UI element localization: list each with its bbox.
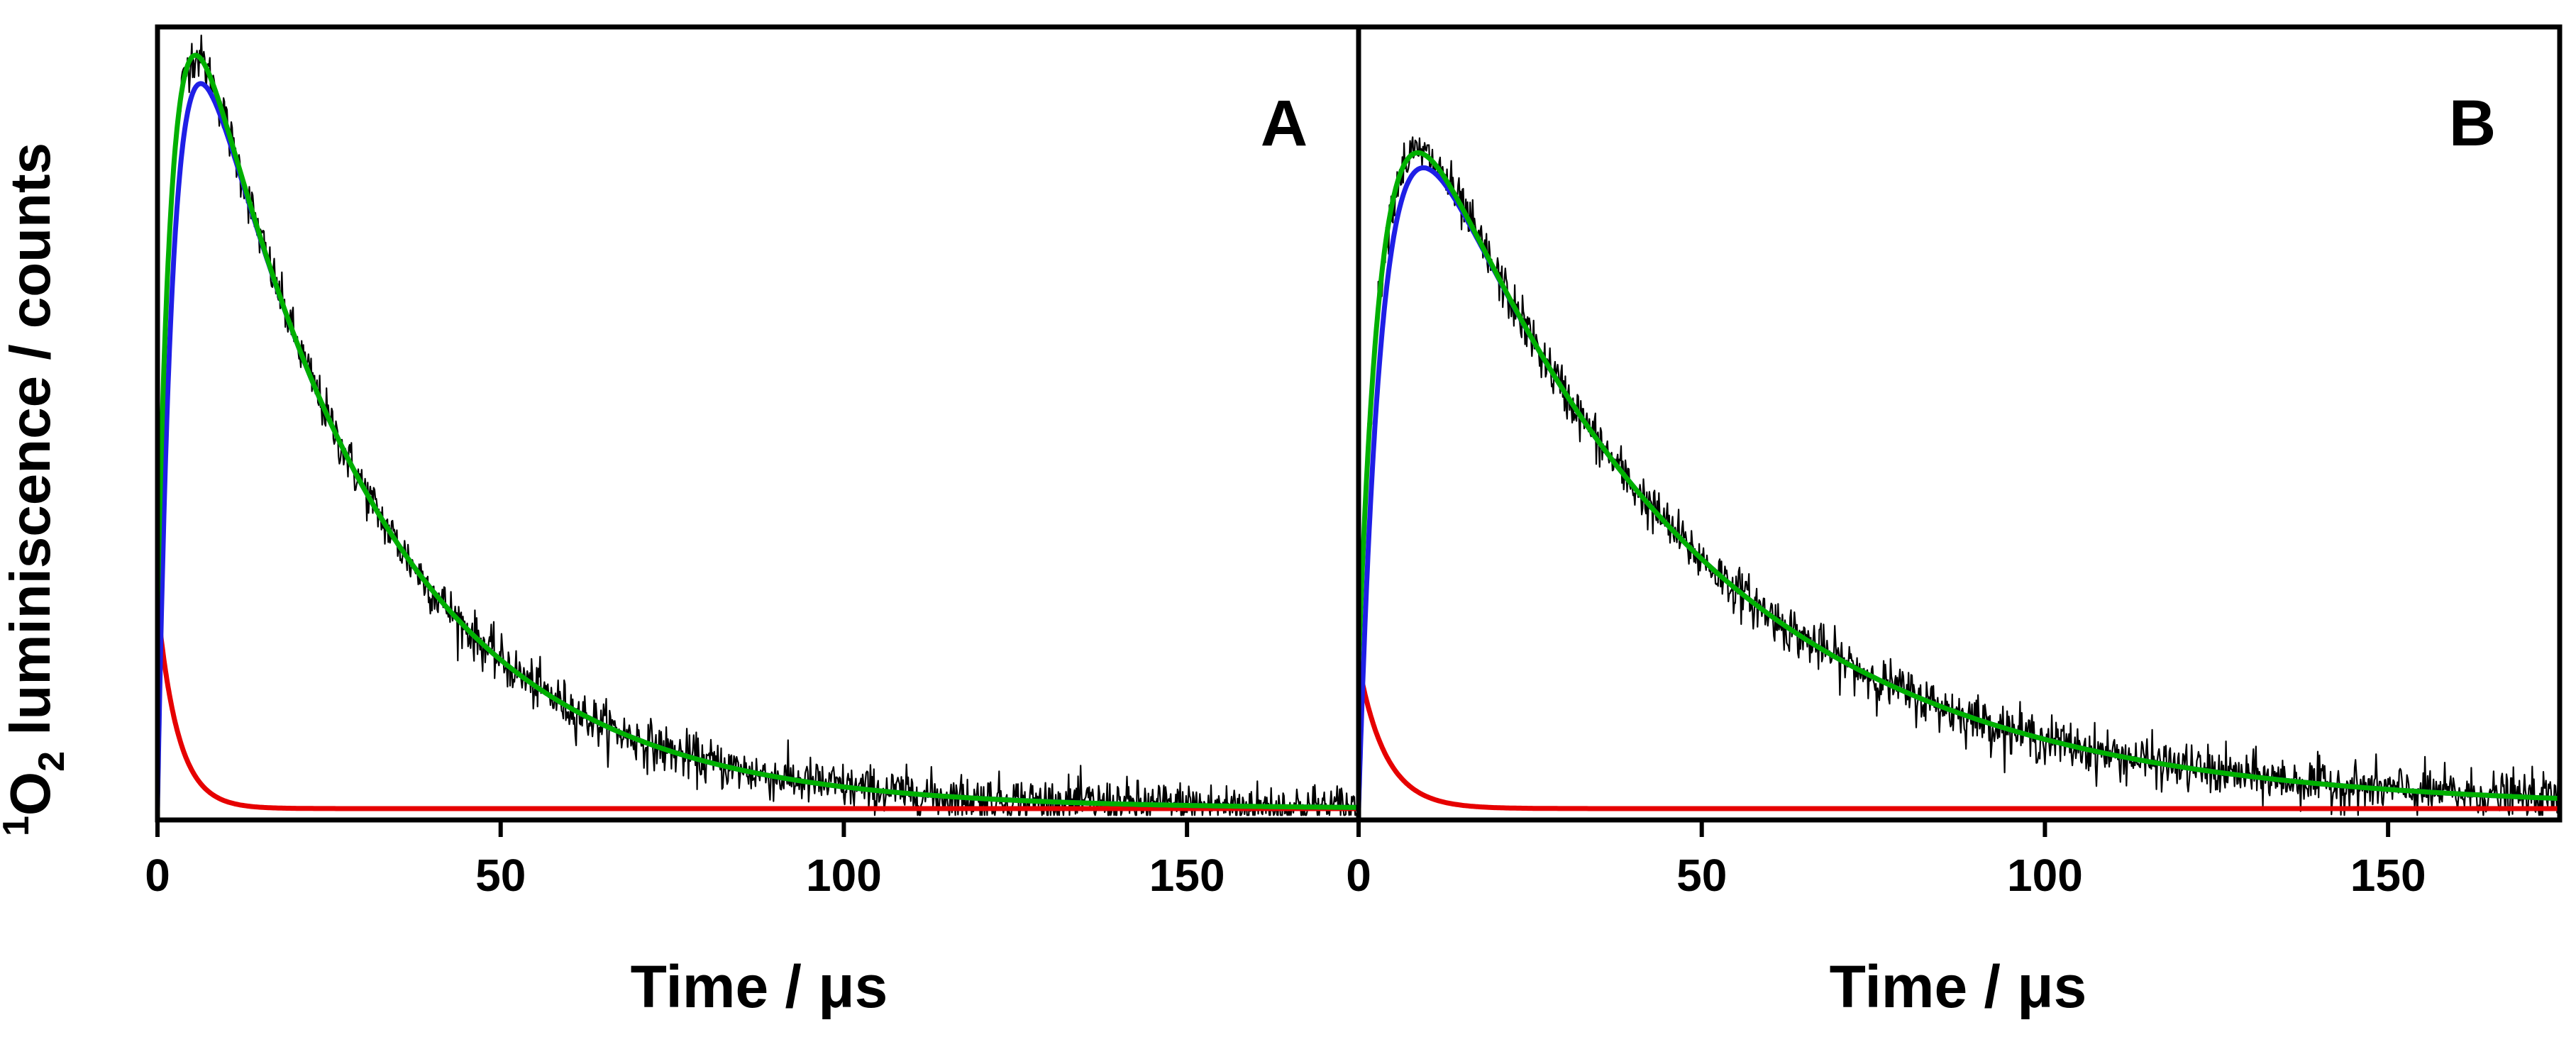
panel-a-x-axis-label: Time / μs <box>631 953 888 1020</box>
panel-a-frame <box>155 24 1361 823</box>
panel-b-x-tick-label-100: 100 <box>2007 850 2083 901</box>
panel-b-frame <box>1356 24 2563 823</box>
panel-b-x-axis-label: Time / μs <box>1830 953 2087 1020</box>
panel-a-series-fast-line <box>155 603 1359 811</box>
y-axis-label: 1O2 luminiscence / counts <box>0 143 72 836</box>
panel-b: 0 50 100 150 B Time / μs <box>1346 24 2563 1020</box>
panel-a-series-biexp-raw-line <box>156 34 1360 816</box>
panel-b-x-tick-label-0: 0 <box>1346 850 1371 901</box>
panel-b-letter: B <box>2449 87 2496 160</box>
panel-a-x-tick-label-0: 0 <box>145 850 170 901</box>
panel-b-x-tick-label-50: 50 <box>1676 850 1727 901</box>
y-label-rest: luminiscence / counts <box>0 143 62 751</box>
panel-a-plot-layer <box>155 34 1360 816</box>
panel-a-ticks: 0 50 100 150 <box>145 820 1225 901</box>
panel-b-x-tick-label-150: 150 <box>2350 850 2426 901</box>
panel-a-x-tick-label-100: 100 <box>806 850 882 901</box>
panel-a-series-biexp-line <box>155 52 1359 810</box>
panel-b-series-biexp-line <box>1356 150 2560 802</box>
panel-b-series-fast-line <box>1356 662 2560 811</box>
panel-b-plot-layer <box>1356 136 2561 816</box>
panel-a-x-tick-label-150: 150 <box>1149 850 1225 901</box>
y-label-subscript: 2 <box>31 751 72 772</box>
panel-a: 0 50 100 150 A Time / μs <box>145 24 1361 1020</box>
panel-a-x-tick-label-50: 50 <box>475 850 526 901</box>
panel-b-ticks: 0 50 100 150 <box>1346 820 2426 901</box>
y-label-species: O <box>0 772 62 816</box>
y-label-superscript: 1 <box>0 816 37 836</box>
panel-a-letter: A <box>1261 87 1308 160</box>
